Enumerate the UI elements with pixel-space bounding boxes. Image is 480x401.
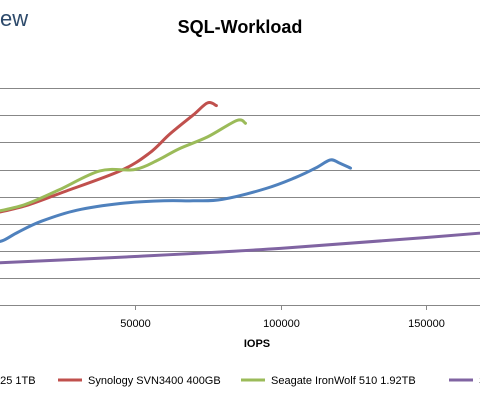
gridlines — [0, 88, 480, 279]
x-tick-labels: 50000100000150000200000 — [120, 305, 445, 330]
x-axis-title: IOPS — [244, 338, 270, 350]
series-lines — [0, 101, 480, 265]
x-tick-label: 100000 — [263, 318, 300, 330]
legend-label-3: Seagate IronWolf 510 1.92TB — [271, 375, 416, 387]
legend: 525 1TB Synology SVN3400 400GB Seagate Iro… — [0, 375, 480, 387]
series-line-1 — [0, 158, 352, 244]
series-line-3 — [0, 118, 247, 213]
legend-label-2: Synology SVN3400 400GB — [88, 375, 221, 387]
x-tick-label: 150000 — [408, 318, 445, 330]
logo-text: ew — [0, 6, 28, 31]
legend-label-1: 525 1TB — [0, 375, 36, 387]
series-line-2 — [0, 101, 218, 214]
x-tick-label: 50000 — [120, 318, 151, 330]
series-line-4 — [0, 231, 480, 265]
chart-title: SQL-Workload — [178, 17, 303, 37]
